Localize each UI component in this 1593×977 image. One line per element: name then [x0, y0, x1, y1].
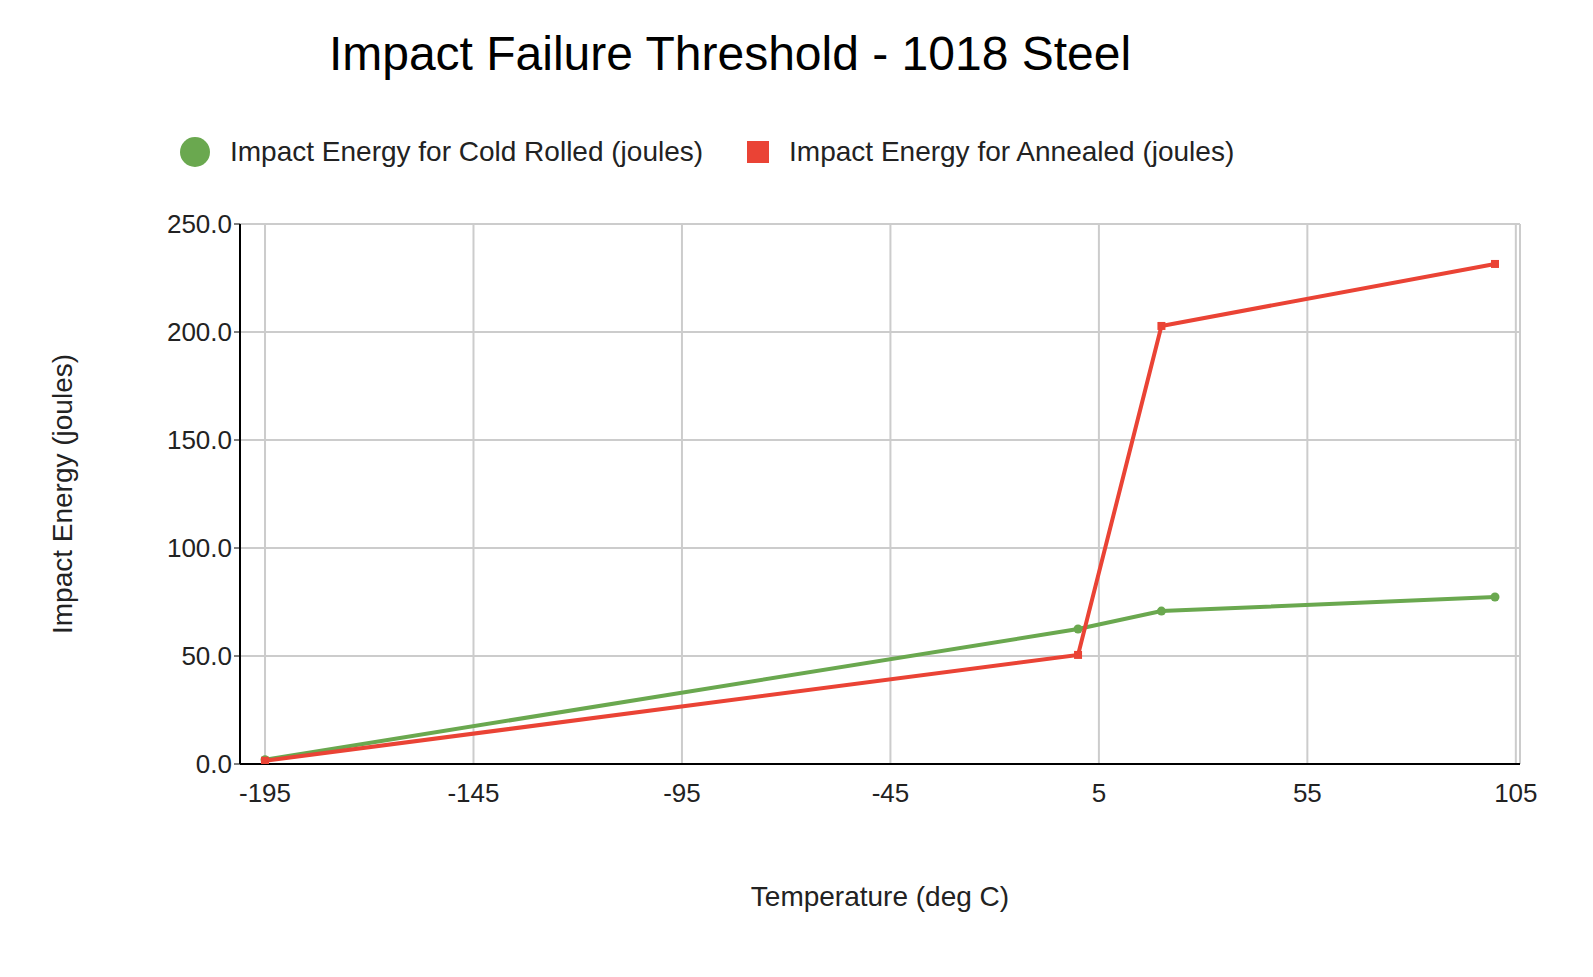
svg-text:150.0: 150.0 — [167, 425, 232, 455]
html-text:Impact Energy for Annealed (jo: Impact Energy for Annealed (joules) — [789, 136, 1235, 167]
svg-text:Impact Energy (joules): Impact Energy (joules) — [47, 354, 78, 634]
svg-text:50.0: 50.0 — [181, 641, 232, 671]
svg-text:200.0: 200.0 — [167, 317, 232, 347]
svg-text:-45: -45 — [872, 778, 910, 808]
svg-text:0.0: 0.0 — [196, 749, 232, 779]
html-text:Impact Energy for Cold Rolled: Impact Energy for Cold Rolled (joules) — [230, 136, 704, 167]
svg-text:Temperature (deg C): Temperature (deg C) — [751, 881, 1009, 912]
svg-text:-95: -95 — [663, 778, 701, 808]
svg-text:105: 105 — [1494, 778, 1537, 808]
svg-text:250.0: 250.0 — [167, 209, 232, 239]
svg-text:55: 55 — [1293, 778, 1322, 808]
svg-text:5: 5 — [1092, 778, 1106, 808]
svg-text:-195: -195 — [239, 778, 291, 808]
html-text:Impact Failure Threshold - 101: Impact Failure Threshold - 1018 Steel — [328, 27, 1132, 80]
svg-text:100.0: 100.0 — [167, 533, 232, 563]
svg-text:-145: -145 — [447, 778, 499, 808]
